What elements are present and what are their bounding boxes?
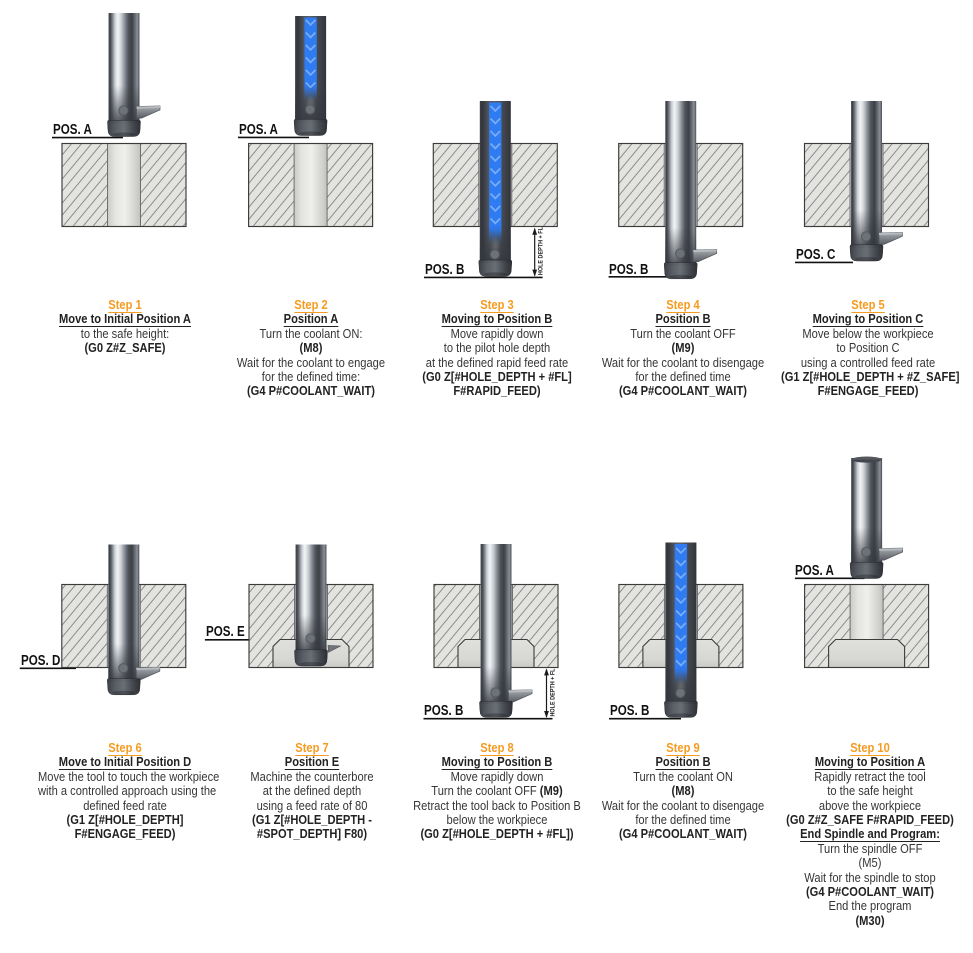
svg-text:HOLE DEPTH + FL: HOLE DEPTH + FL — [538, 227, 545, 275]
svg-text:HOLE DEPTH + FL: HOLE DEPTH + FL — [549, 668, 556, 716]
